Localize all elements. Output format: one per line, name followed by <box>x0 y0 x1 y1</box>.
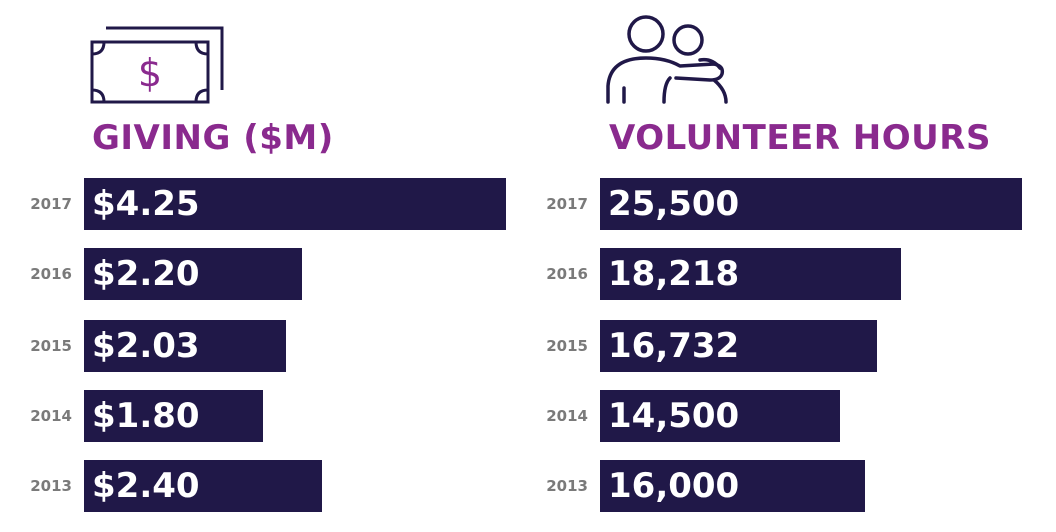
bar: 14,500 <box>600 390 840 442</box>
year-label: 2015 <box>30 337 72 355</box>
year-label: 2014 <box>546 407 588 425</box>
giving-panel: $ GIVING ($M) 2017 $4.25 2016 $2.20 2015 $2.0… <box>0 26 528 512</box>
money-bill-icon: $ <box>90 26 224 104</box>
bar-row: 2013 $2.40 <box>0 460 528 512</box>
year-label: 2013 <box>30 477 72 495</box>
bar: $2.03 <box>84 320 286 372</box>
volunteer-panel: VOLUNTEER HOURS 2017 25,500 2016 18,218 2015… <box>528 0 1056 532</box>
bar-value-label: 25,500 <box>608 184 740 224</box>
bar-row: 2013 16,000 <box>528 460 1056 512</box>
year-label: 2016 <box>546 265 588 283</box>
bar-row: 2015 $2.03 <box>0 320 528 372</box>
volunteer-title: VOLUNTEER HOURS <box>609 118 991 158</box>
bar-value-label: $1.80 <box>92 396 200 436</box>
bar-value-label: $2.40 <box>92 466 200 506</box>
bar-row: 2016 $2.20 <box>0 248 528 300</box>
bar-value-label: 14,500 <box>608 396 740 436</box>
giving-title: GIVING ($M) <box>92 118 334 158</box>
year-label: 2017 <box>546 195 588 213</box>
bar: $2.20 <box>84 248 302 300</box>
bar-row: 2014 14,500 <box>528 390 1056 442</box>
bar-value-label: $2.20 <box>92 254 200 294</box>
bar-row: 2014 $1.80 <box>0 390 528 442</box>
dollar-glyph: $ <box>138 51 162 95</box>
bar-value-label: 16,000 <box>608 466 740 506</box>
year-label: 2014 <box>30 407 72 425</box>
two-people-hug-icon <box>606 15 728 104</box>
bar-value-label: 16,732 <box>608 326 740 366</box>
year-label: 2016 <box>30 265 72 283</box>
year-label: 2017 <box>30 195 72 213</box>
bar-value-label: $2.03 <box>92 326 200 366</box>
bar: $4.25 <box>84 178 506 230</box>
bar: 18,218 <box>600 248 901 300</box>
bar: 16,732 <box>600 320 877 372</box>
bar-row: 2017 $4.25 <box>0 178 528 230</box>
bar: $1.80 <box>84 390 263 442</box>
bar: $2.40 <box>84 460 322 512</box>
bar-row: 2016 18,218 <box>528 248 1056 300</box>
bar-row: 2015 16,732 <box>528 320 1056 372</box>
bar: 25,500 <box>600 178 1022 230</box>
year-label: 2015 <box>546 337 588 355</box>
bar-row: 2017 25,500 <box>528 178 1056 230</box>
bar-value-label: $4.25 <box>92 184 200 224</box>
year-label: 2013 <box>546 477 588 495</box>
bar: 16,000 <box>600 460 865 512</box>
bar-value-label: 18,218 <box>608 254 740 294</box>
